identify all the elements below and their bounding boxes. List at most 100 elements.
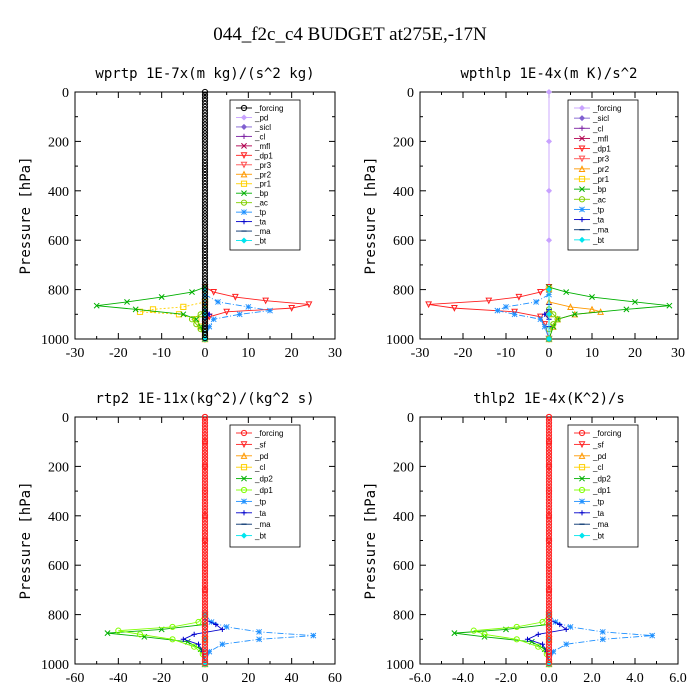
data-point-dp1: [288, 305, 296, 312]
data-point-tp: [256, 628, 263, 635]
legend-entry: _bt: [592, 236, 605, 245]
data-point-column: [201, 257, 209, 265]
y-tick-label: 1000: [41, 333, 69, 348]
x-tick-label: -30: [66, 346, 85, 361]
data-point-dp1: [210, 288, 218, 296]
data-point-column: [201, 305, 209, 312]
data-point-column: [201, 308, 209, 315]
legend: _forcing_sicl_cl_mfl_dp1_pr3_pr2_pr1_bp_…: [567, 99, 639, 251]
data-point-tp: [206, 648, 213, 655]
legend-marker: [241, 498, 247, 505]
x-tick-label: 40: [285, 671, 299, 686]
data-point-column: [201, 293, 209, 300]
y-tick-label: 0: [407, 411, 414, 426]
data-point-column: [201, 621, 209, 628]
data-point-column: [201, 204, 209, 211]
data-point-column: [201, 600, 209, 607]
legend-marker: [240, 123, 248, 130]
data-point-column: [201, 240, 209, 247]
series-line-pr1: [139, 301, 206, 340]
data-point-column: [201, 529, 209, 536]
data-point-dp1: [539, 618, 546, 626]
data-point-column: [201, 428, 209, 435]
data-point-column: [201, 630, 209, 637]
data-point-column: [201, 597, 209, 604]
zero-column-markers: [201, 88, 209, 342]
legend-entry: _forcing: [592, 429, 621, 438]
data-point-tp: [256, 636, 263, 643]
data-point-column: [545, 535, 553, 542]
legend-entry: _cl: [254, 463, 265, 472]
data-point-ta: [191, 631, 197, 637]
data-point-column: [545, 431, 553, 438]
data-point-column: [545, 505, 553, 512]
data-point-pr1: [149, 306, 157, 313]
data-point-column: [201, 651, 209, 658]
data-point-bt: [545, 286, 553, 293]
data-point-column: [545, 627, 553, 634]
data-point-column: [545, 532, 553, 539]
legend-entry: _pr2: [592, 165, 610, 174]
data-point-column: [201, 142, 209, 149]
data-point-column: [545, 550, 553, 557]
data-point-tp: [215, 299, 221, 305]
data-point-column: [545, 556, 553, 563]
y-tick-label: 800: [48, 284, 69, 299]
data-point-pr1: [180, 303, 187, 310]
data-point-column: [201, 485, 209, 492]
data-point-column: [545, 526, 553, 533]
y-tick-label: 0: [407, 86, 414, 101]
data-point-column: [201, 645, 209, 652]
data-point-column: [545, 488, 553, 495]
data-point-dp1: [513, 636, 520, 643]
data-point-column: [545, 621, 553, 628]
zero-column-markers: [201, 413, 209, 667]
data-point-column: [201, 121, 209, 128]
data-point-column: [201, 302, 209, 309]
data-point-dp1: [536, 288, 544, 296]
legend-entry: _forcing: [254, 104, 283, 113]
data-point-column: [545, 559, 553, 566]
data-point-pr2: [567, 303, 574, 310]
data-point-bt: [545, 335, 553, 343]
legend-entry: _cl: [254, 132, 265, 141]
data-point-ta: [213, 621, 219, 628]
data-point-column: [201, 502, 209, 510]
data-point-column: [201, 594, 209, 601]
data-point-column: [201, 499, 209, 507]
legend-entry: _dp1: [254, 151, 273, 160]
data-point-column: [201, 470, 209, 477]
data-point-column: [201, 449, 209, 456]
data-point-tp: [219, 641, 226, 648]
legend-entry: _tp: [254, 497, 267, 506]
legend-marker: [578, 429, 586, 437]
data-point-column: [545, 416, 553, 424]
data-point-column: [545, 529, 553, 536]
data-point-tp: [236, 311, 243, 318]
data-point-column: [201, 112, 209, 119]
data-point-column: [201, 234, 209, 241]
data-point-column: [545, 446, 553, 453]
legend-marker: [578, 486, 586, 494]
panel-title: thlp2 1E-4x(K^2)/s: [473, 391, 625, 407]
data-point-column: [545, 437, 553, 444]
legend-marker: [240, 237, 248, 244]
legend-marker: [240, 199, 248, 206]
data-point-dp1: [485, 297, 493, 305]
data-point-column: [201, 331, 209, 339]
data-point-column: [545, 656, 553, 664]
data-point-forcing: [545, 187, 553, 194]
data-point-column: [201, 210, 209, 217]
data-point-column: [201, 189, 209, 196]
legend-entry: _ma: [592, 226, 609, 235]
data-point-column: [545, 579, 553, 587]
legend-marker: [578, 165, 586, 172]
data-point-column: [201, 278, 209, 285]
data-point-column: [201, 94, 209, 102]
legend-marker: [241, 190, 247, 197]
data-point-dp1: [536, 313, 544, 321]
data-point-column: [201, 653, 209, 661]
series-line-dp2: [454, 624, 550, 665]
legend-box: [567, 424, 639, 548]
legend-entry: _sf: [592, 440, 604, 449]
